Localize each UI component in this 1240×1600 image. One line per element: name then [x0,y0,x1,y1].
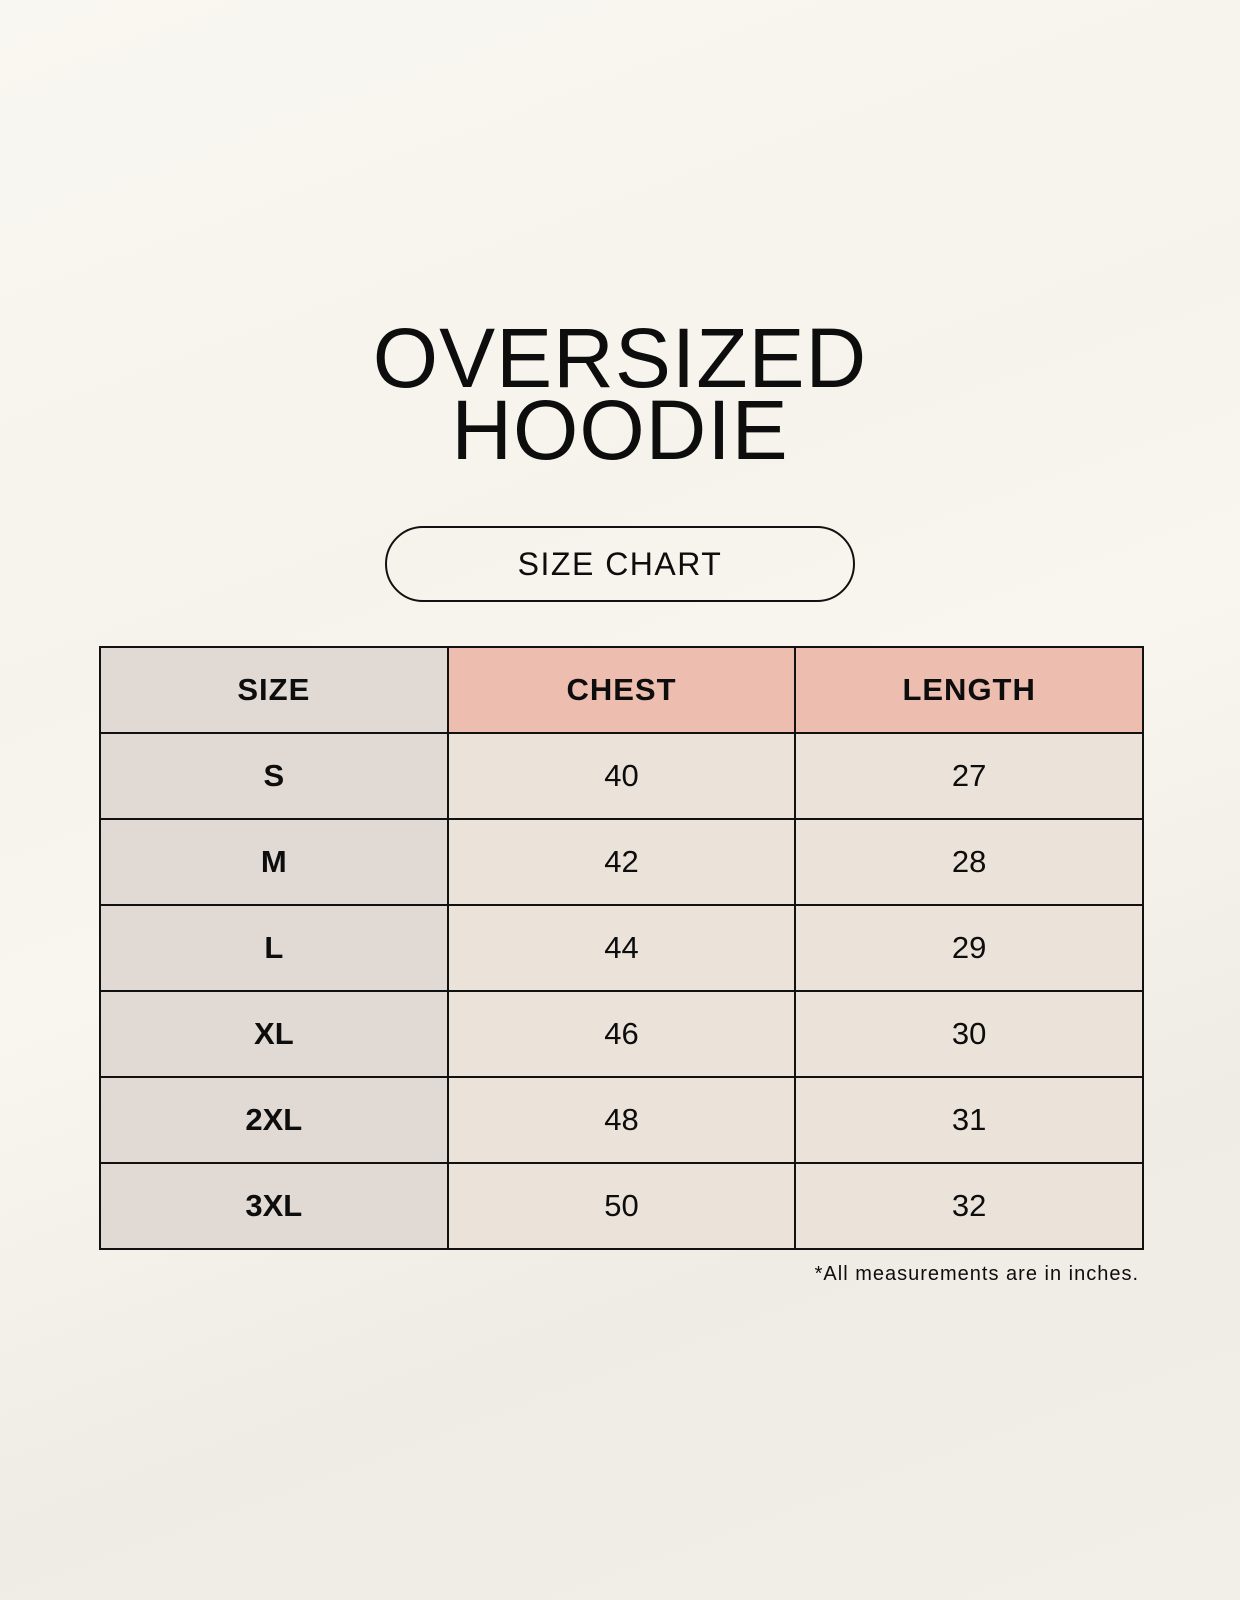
cell-size: 3XL [99,1162,449,1250]
cell-chest: 40 [446,732,797,820]
table-row: L 44 29 [99,904,1144,992]
size-chart-label: SIZE CHART [385,526,855,602]
header-length: LENGTH [794,646,1144,734]
footnote: *All measurements are in inches. [814,1263,1139,1285]
cell-chest: 42 [446,818,797,906]
cell-length: 30 [794,990,1144,1078]
cell-size: 2XL [99,1076,449,1164]
cell-length: 29 [794,904,1144,992]
cell-size: M [99,818,449,906]
cell-length: 28 [794,818,1144,906]
cell-chest: 50 [446,1162,797,1250]
title-line-1: OVERSIZED [372,311,868,405]
cell-chest: 48 [446,1076,797,1164]
page-title: OVERSIZED HOODIE [0,311,1240,477]
cell-chest: 46 [446,990,797,1078]
cell-size: XL [99,990,449,1078]
cell-size: S [99,732,449,820]
table-header-row: SIZE CHEST LENGTH [99,646,1144,734]
header-chest: CHEST [446,646,797,734]
cell-length: 31 [794,1076,1144,1164]
cell-length: 32 [794,1162,1144,1250]
table-row: S 40 27 [99,732,1144,820]
cell-size: L [99,904,449,992]
size-table: SIZE CHEST LENGTH S 40 27 M 42 28 L 44 29 XL 46 30 2… [99,646,1144,1250]
table-row: 3XL 50 32 [99,1162,1144,1250]
cell-length: 27 [794,732,1144,820]
table-row: M 42 28 [99,818,1144,906]
table-row: 2XL 48 31 [99,1076,1144,1164]
cell-chest: 44 [446,904,797,992]
table-row: XL 46 30 [99,990,1144,1078]
title-line-2: HOODIE [451,383,789,477]
header-size: SIZE [99,646,449,734]
